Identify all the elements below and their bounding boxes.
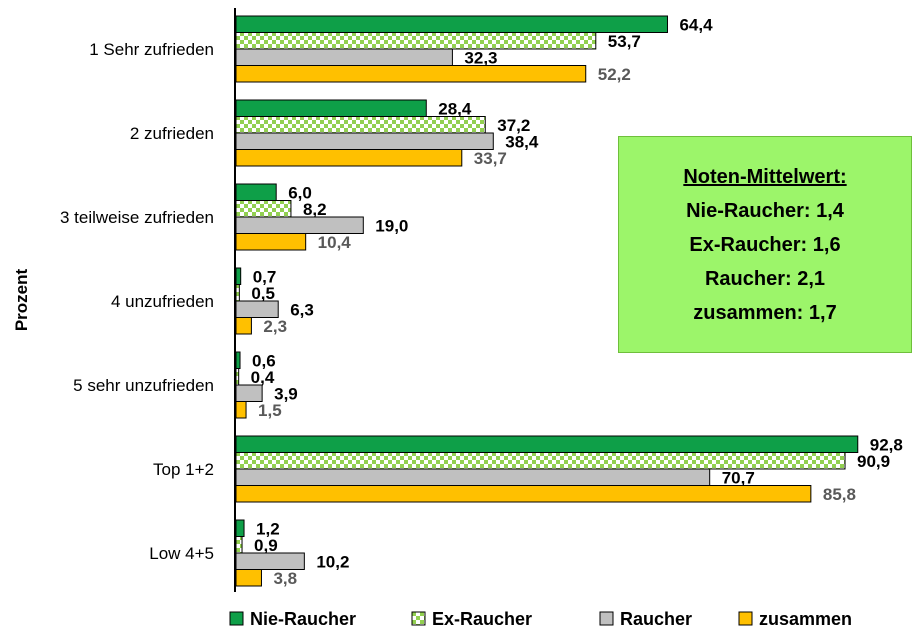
value-label-raucher-2-zufrieden: 38,4 [505,132,539,151]
legend-label-nie-raucher: Nie-Raucher [250,609,356,629]
mean-grade-box: Noten-Mittelwert: Nie-Raucher: 1,4 Ex-Ra… [618,136,912,353]
value-label-ex-raucher-4-unzufrieden: 0,5 [251,284,275,303]
bar-zusammen-5-sehr-unzufrieden [235,401,247,419]
value-label-ex-raucher-5-sehr-unzufrieden: 0,4 [251,368,275,387]
bar-raucher-low-4-5 [235,552,305,570]
value-label-zusammen-low-4-5: 3,8 [273,569,297,588]
legend-swatch-nie-raucher [229,611,244,626]
bar-ex-raucher-1-sehr-zufrieden [235,32,597,50]
value-label-zusammen-top-1-2: 85,8 [823,485,856,504]
bar-raucher-2-zufrieden [235,132,494,150]
bar-nie-raucher-3-teilweise-zufrieden [235,183,277,201]
bar-nie-raucher-5-sehr-unzufrieden [235,351,241,369]
legend-swatch-zusammen [738,611,753,626]
bar-zusammen-4-unzufrieden [235,317,252,335]
bar-raucher-1-sehr-zufrieden [235,48,453,66]
mean-grade-line-ex-raucher: Ex-Raucher: 1,6 [689,233,841,256]
value-label-nie-raucher-1-sehr-zufrieden: 64,4 [679,15,713,34]
value-label-zusammen-5-sehr-unzufrieden: 1,5 [258,401,282,420]
bar-ex-raucher-low-4-5 [235,536,243,554]
bar-zusammen-1-sehr-zufrieden [235,65,587,83]
mean-grade-title: Noten-Mittelwert: [683,165,847,188]
bar-raucher-3-teilweise-zufrieden [235,216,364,234]
bar-raucher-4-unzufrieden [235,300,279,318]
category-label-low-4-5: Low 4+5 [149,544,214,563]
category-label-1-sehr-zufrieden: 1 Sehr zufrieden [89,40,214,59]
value-label-nie-raucher-top-1-2: 92,8 [870,435,903,454]
legend: Nie-Raucher Ex-Raucher Raucher zusammen [229,609,852,629]
bar-raucher-top-1-2 [235,468,711,486]
bar-ex-raucher-top-1-2 [235,452,846,470]
value-label-raucher-1-sehr-zufrieden: 32,3 [464,48,497,67]
value-labels-group: 64,4 53,7 32,3 52,2 28,4 37,238,433,7 6,08,2 19… [251,15,903,588]
legend-label-zusammen: zusammen [759,609,852,629]
value-label-ex-raucher-top-1-2: 90,9 [857,452,890,471]
value-label-zusammen-3-teilweise-zufrieden: 10,4 [318,233,352,252]
category-label-3-teilweise-zufrieden: 3 teilweise zufrieden [60,208,214,227]
value-label-raucher-low-4-5: 10,2 [316,552,349,571]
value-label-nie-raucher-2-zufrieden: 28,4 [438,99,472,118]
value-label-ex-raucher-2-zufrieden: 37,2 [497,116,530,135]
value-label-raucher-3-teilweise-zufrieden: 19,0 [375,216,408,235]
value-label-zusammen-4-unzufrieden: 2,3 [263,317,287,336]
bar-zusammen-2-zufrieden [235,149,463,167]
value-label-zusammen-2-zufrieden: 33,7 [474,149,507,168]
category-label-4-unzufrieden: 4 unzufrieden [111,292,214,311]
legend-swatch-ex-raucher [411,611,426,626]
category-labels-group: 1 Sehr zufrieden 2 zufrieden 3 teilweise z… [60,40,214,563]
bar-zusammen-low-4-5 [235,569,262,587]
legend-label-ex-raucher: Ex-Raucher [432,609,532,629]
bar-zusammen-3-teilweise-zufrieden [235,233,307,251]
bar-raucher-5-sehr-unzufrieden [235,384,263,402]
bar-nie-raucher-1-sehr-zufrieden [235,15,668,33]
bar-nie-raucher-4-unzufrieden [235,267,242,285]
mean-grade-line-zusammen: zusammen: 1,7 [693,301,837,324]
value-label-ex-raucher-1-sehr-zufrieden: 53,7 [608,32,641,51]
value-label-nie-raucher-3-teilweise-zufrieden: 6,0 [288,183,312,202]
bar-zusammen-top-1-2 [235,485,812,503]
value-label-nie-raucher-5-sehr-unzufrieden: 0,6 [252,351,276,370]
legend-label-raucher: Raucher [620,609,692,629]
value-label-ex-raucher-low-4-5: 0,9 [254,536,278,555]
bar-ex-raucher-3-teilweise-zufrieden [235,200,292,218]
bar-nie-raucher-2-zufrieden [235,99,427,117]
bar-nie-raucher-low-4-5 [235,519,245,537]
category-label-2-zufrieden: 2 zufrieden [130,124,214,143]
y-axis-label: Prozent [12,268,31,331]
value-label-ex-raucher-3-teilweise-zufrieden: 8,2 [303,200,327,219]
value-label-raucher-4-unzufrieden: 6,3 [290,300,314,319]
bar-ex-raucher-4-unzufrieden [235,284,240,302]
category-label-5-sehr-unzufrieden: 5 sehr unzufrieden [73,376,214,395]
category-label-top-1-2: Top 1+2 [153,460,214,479]
bar-ex-raucher-2-zufrieden [235,116,486,134]
value-label-raucher-5-sehr-unzufrieden: 3,9 [274,384,298,403]
value-label-zusammen-1-sehr-zufrieden: 52,2 [598,65,631,84]
bar-ex-raucher-5-sehr-unzufrieden [235,368,240,386]
bar-nie-raucher-top-1-2 [235,435,859,453]
legend-swatch-raucher [599,611,614,626]
value-label-raucher-top-1-2: 70,7 [722,468,755,487]
value-label-nie-raucher-low-4-5: 1,2 [256,519,280,538]
value-label-nie-raucher-4-unzufrieden: 0,7 [253,267,277,286]
mean-grade-line-nie-raucher: Nie-Raucher: 1,4 [686,199,844,222]
mean-grade-line-raucher: Raucher: 2,1 [704,267,826,290]
